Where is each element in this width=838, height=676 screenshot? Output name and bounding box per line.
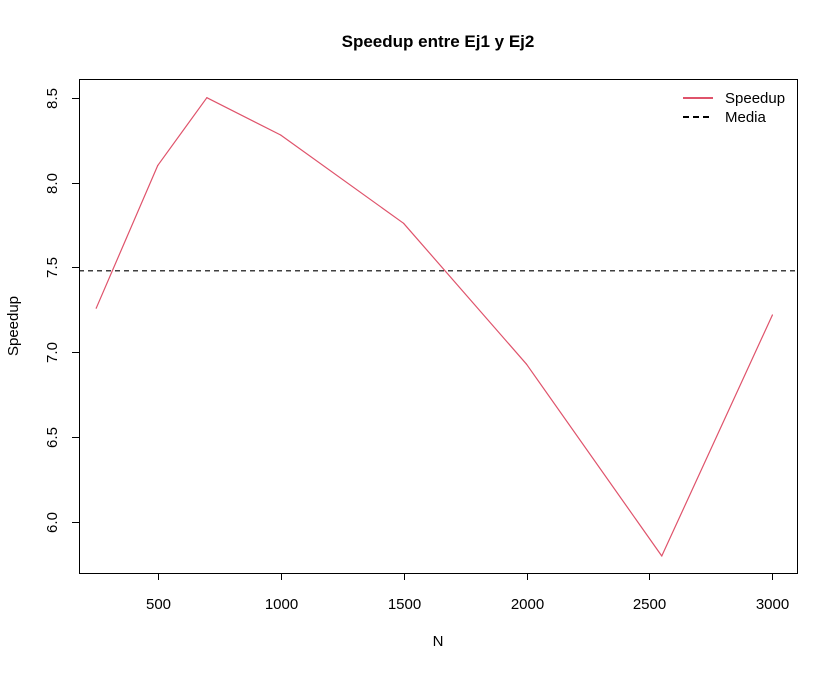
data-point bbox=[280, 134, 282, 136]
x-tick-label: 1500 bbox=[388, 596, 421, 613]
plot-frame bbox=[79, 79, 798, 574]
x-axis-label: N bbox=[433, 633, 444, 650]
y-tick-label: 7.5 bbox=[44, 257, 61, 278]
series-lines bbox=[95, 97, 774, 557]
data-point bbox=[402, 222, 405, 224]
series-line bbox=[95, 97, 773, 557]
x-tick-label: 500 bbox=[146, 596, 171, 613]
data-point bbox=[525, 363, 528, 365]
legend: Speedup Media bbox=[683, 90, 785, 126]
x-tick-label: 2500 bbox=[633, 596, 666, 613]
data-point bbox=[771, 314, 774, 316]
x-axis: 500 1000 1500 2000 2500 3000 bbox=[146, 573, 789, 613]
y-axis-label: Speedup bbox=[5, 296, 22, 356]
data-point bbox=[661, 555, 663, 557]
x-tick-label: 3000 bbox=[756, 596, 789, 613]
y-tick-label: 7.0 bbox=[44, 342, 61, 363]
data-point bbox=[206, 97, 208, 99]
y-axis: 6.0 6.5 7.0 7.5 8.0 8.5 bbox=[44, 88, 80, 533]
y-tick-label: 6.0 bbox=[44, 512, 61, 533]
y-tick-label: 6.5 bbox=[44, 427, 61, 448]
y-tick-label: 8.0 bbox=[44, 173, 61, 194]
x-tick-label: 2000 bbox=[511, 596, 544, 613]
chart-title: Speedup entre Ej1 y Ej2 bbox=[342, 32, 535, 51]
data-point bbox=[157, 164, 159, 167]
x-tick-label: 1000 bbox=[265, 596, 298, 613]
data-point bbox=[95, 307, 97, 309]
y-tick-label: 8.5 bbox=[44, 88, 61, 109]
legend-label: Media bbox=[725, 109, 767, 126]
legend-label: Speedup bbox=[725, 90, 785, 107]
